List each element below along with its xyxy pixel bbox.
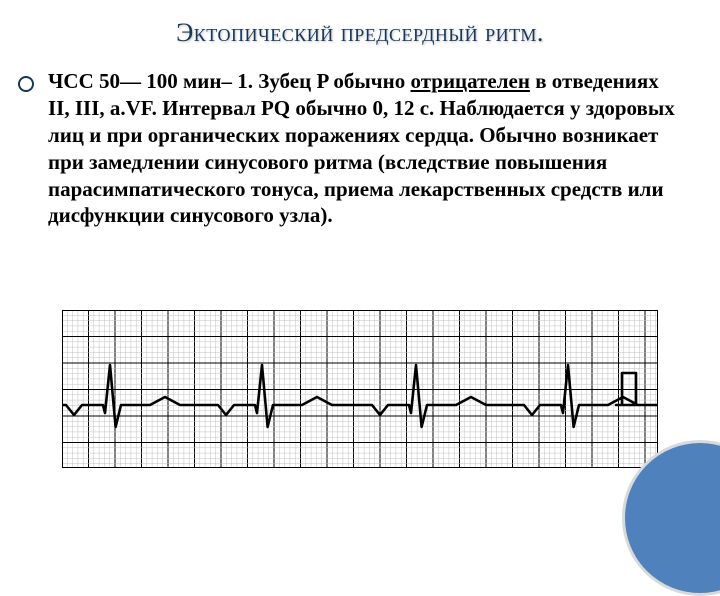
ecg-chart [62, 310, 658, 468]
content-row: ЧСС 50— 100 мин– 1. Зубец P обычно отриц… [0, 48, 720, 229]
bullet-icon [18, 76, 34, 92]
slide-title: Эктопический предсердный ритм. [0, 0, 720, 48]
underlined-word: отрицателен [410, 69, 529, 93]
ecg-grid [62, 310, 658, 468]
slide: Эктопический предсердный ритм. ЧСС 50— 1… [0, 0, 720, 540]
ecg-trace [62, 365, 658, 427]
ecg-svg [62, 310, 658, 468]
body-text: ЧСС 50— 100 мин– 1. Зубец P обычно отриц… [48, 68, 684, 229]
